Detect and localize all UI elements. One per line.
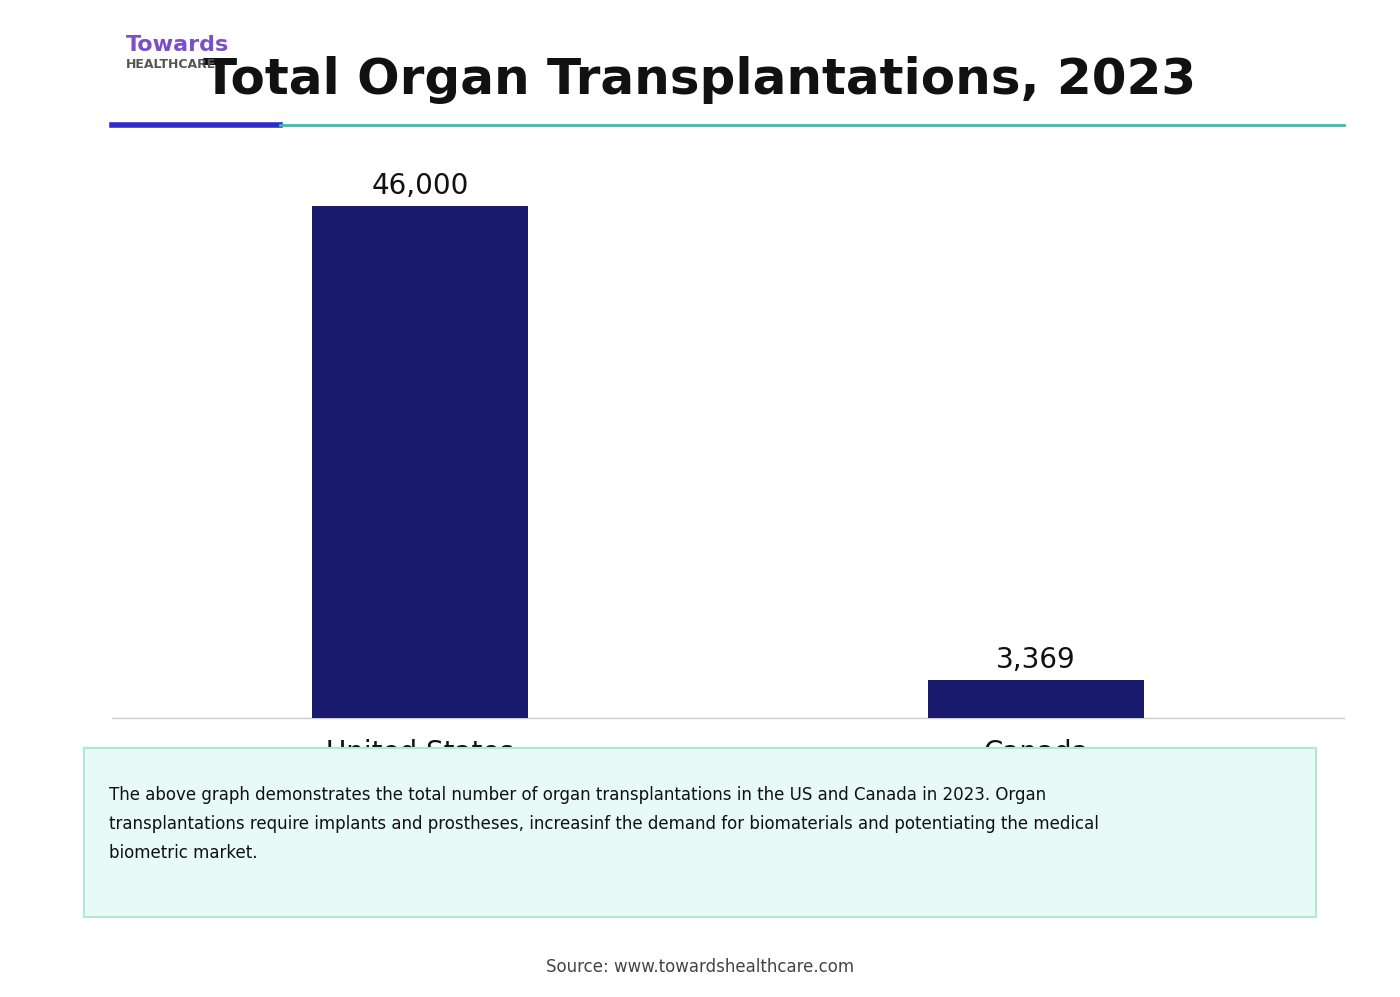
Text: 46,000: 46,000: [371, 171, 469, 199]
Bar: [312, 206, 528, 718]
Bar: [928, 680, 1144, 718]
Text: Towards: Towards: [126, 35, 230, 55]
Text: The above graph demonstrates the total number of organ transplantations in the U: The above graph demonstrates the total n…: [109, 786, 1099, 862]
Text: Total Organ Transplantations, 2023: Total Organ Transplantations, 2023: [203, 56, 1197, 104]
Text: HEALTHCARE: HEALTHCARE: [126, 58, 216, 72]
Text: 3,369: 3,369: [997, 646, 1075, 674]
Text: Source: www.towardshealthcare.com: Source: www.towardshealthcare.com: [546, 958, 854, 976]
